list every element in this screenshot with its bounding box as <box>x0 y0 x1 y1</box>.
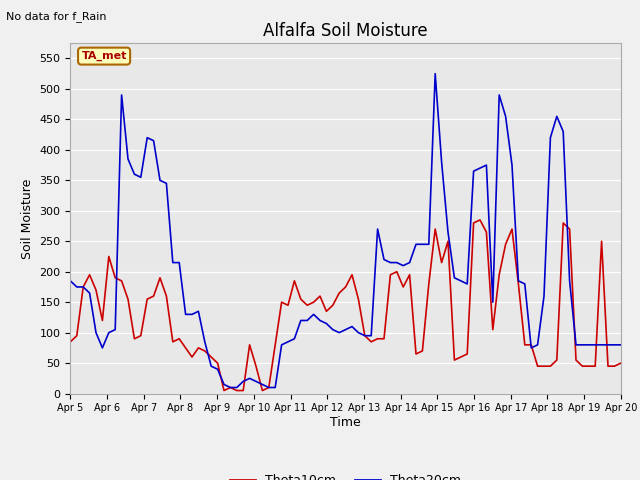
Legend: Theta10cm, Theta20cm: Theta10cm, Theta20cm <box>225 469 466 480</box>
Y-axis label: Soil Moisture: Soil Moisture <box>21 178 34 259</box>
Text: TA_met: TA_met <box>81 51 127 61</box>
Text: No data for f_Rain: No data for f_Rain <box>6 11 107 22</box>
Title: Alfalfa Soil Moisture: Alfalfa Soil Moisture <box>263 22 428 40</box>
X-axis label: Time: Time <box>330 416 361 429</box>
